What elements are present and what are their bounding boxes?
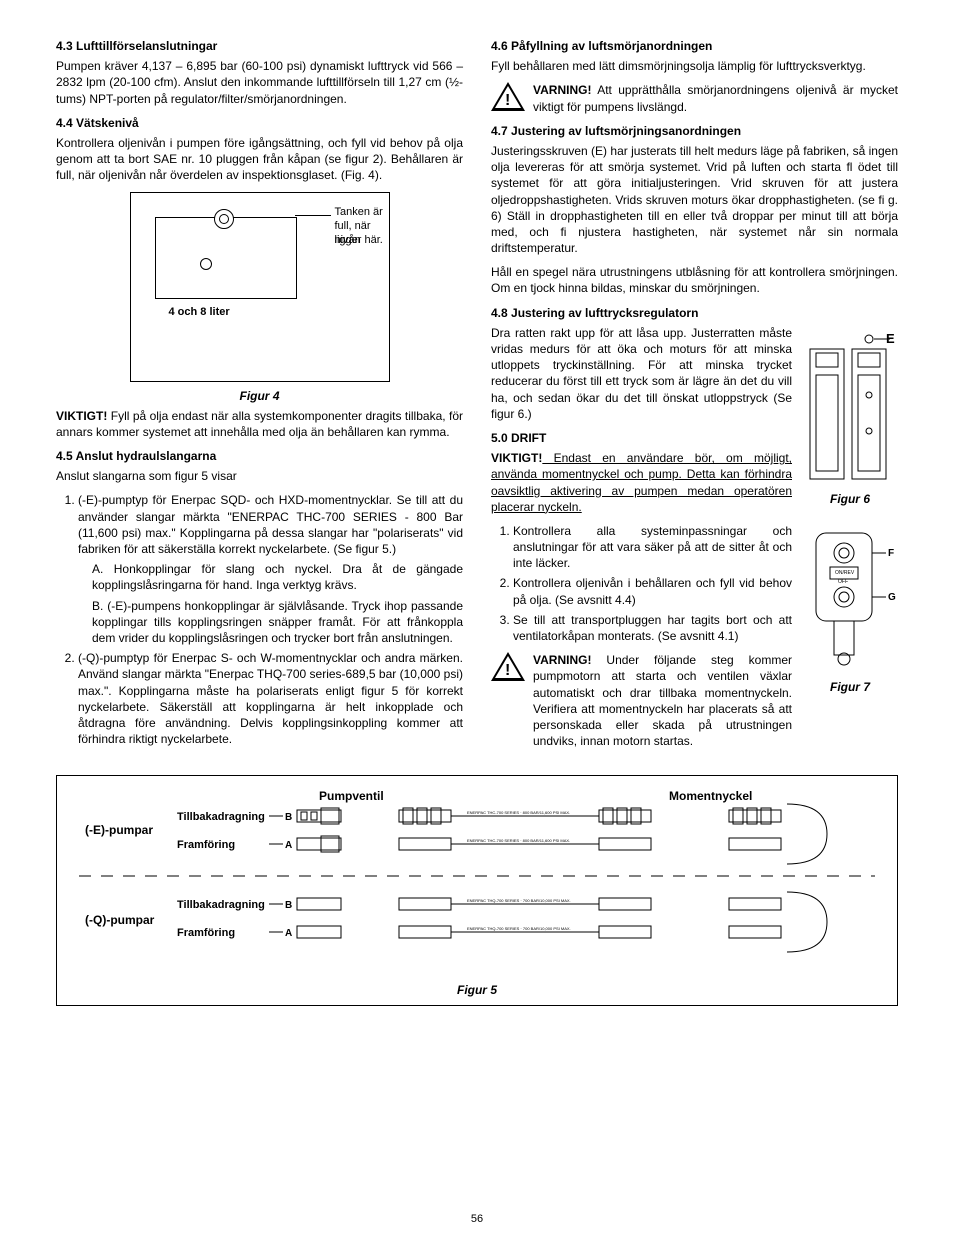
svg-text:Framföring: Framföring xyxy=(177,839,235,851)
two-column-layout: 4.3 Lufttillförselanslutningar Pumpen kr… xyxy=(56,32,898,757)
warning-icon: ! xyxy=(491,652,525,682)
sub-b-lead: B. xyxy=(92,599,107,613)
right-column: 4.6 Påfyllning av luftsmörjanordningen F… xyxy=(491,32,898,757)
figure-6: E Figur 6 xyxy=(802,327,898,507)
para-4-5-intro: Anslut slangarna som figur 5 visar xyxy=(56,468,463,484)
tank-outline xyxy=(155,217,297,299)
svg-text:ENERPAC THC-700 SERIES · 800 B: ENERPAC THC-700 SERIES · 800 BAR/11,600 … xyxy=(467,838,570,843)
list-item: (-Q)-pumptyp för Enerpac S- och W-moment… xyxy=(78,650,463,747)
svg-text:OFF: OFF xyxy=(838,579,848,585)
sub-a-body: Honkopplingar för slang och nyckel. Dra … xyxy=(92,562,463,592)
sublist: A. Honkopplingar för slang och nyckel. D… xyxy=(92,561,463,646)
figure-5-svg: Pumpventil Momentnyckel (-E)-pumpar Till… xyxy=(69,786,885,976)
li2-text: (-Q)-pumptyp för Enerpac S- och W-moment… xyxy=(78,651,463,746)
svg-text:ON/REV: ON/REV xyxy=(835,570,855,576)
heading-4-3: 4.3 Lufttillförselanslutningar xyxy=(56,38,463,54)
svg-text:Framföring: Framföring xyxy=(177,927,235,939)
figure-6-svg: E xyxy=(804,327,896,487)
sub-item-b: B. (-E)-pumpens honkopplingar är självlå… xyxy=(92,598,463,647)
svg-text:A: A xyxy=(285,928,292,939)
heading-4-5: 4.5 Anslut hydraulslangarna xyxy=(56,448,463,464)
heading-4-4: 4.4 Vätskenivå xyxy=(56,115,463,131)
figure-5-caption: Figur 5 xyxy=(69,982,885,998)
li1-text: (-E)-pumptyp för Enerpac SQD- och HXD-mo… xyxy=(78,493,463,556)
figure-7: ON/REV OFF F G Figur 7 xyxy=(802,525,898,695)
svg-text:(-E)-pumpar: (-E)-pumpar xyxy=(85,823,153,837)
sight-glass-icon xyxy=(200,258,212,270)
warning-body: Under följande steg kommer pumpmotorn at… xyxy=(533,653,792,748)
svg-text:(-Q)-pumpar: (-Q)-pumpar xyxy=(85,913,155,927)
heading-4-7: 4.7 Justering av luftsmörjningsanordning… xyxy=(491,123,898,139)
viktigt-50-lead: VIKTIGT! xyxy=(491,451,542,465)
svg-text:ENERPAC THQ-700 SERIES · 700 B: ENERPAC THQ-700 SERIES · 700 BAR/10,000 … xyxy=(467,898,571,903)
figure-4-caption: Figur 4 xyxy=(130,388,390,404)
fig7-label-g: G xyxy=(888,592,896,603)
viktigt-lead: VIKTIGT! xyxy=(56,409,107,423)
sub-a-lead: A. xyxy=(92,562,114,576)
heading-4-8: 4.8 Justering av lufttrycksregulatorn xyxy=(491,305,898,321)
leader-line xyxy=(295,215,331,216)
svg-text:ENERPAC THQ-700 SERIES · 700 B: ENERPAC THQ-700 SERIES · 700 BAR/10,000 … xyxy=(467,926,571,931)
para-4-6: Fyll behållaren med lätt dimsmörjningsol… xyxy=(491,58,898,74)
svg-text:B: B xyxy=(285,812,292,823)
warning-text: VARNING! Under följande steg kommer pump… xyxy=(533,652,792,749)
para-4-7-b: Håll en spegel nära utrustningens utblås… xyxy=(491,264,898,296)
warning-block-50: ! VARNING! Under följande steg kommer pu… xyxy=(491,652,792,749)
para-4-4: Kontrollera oljenivån i pumpen före igån… xyxy=(56,135,463,184)
svg-text:B: B xyxy=(285,900,292,911)
svg-text:Tillbakadragning: Tillbakadragning xyxy=(177,899,265,911)
figure-6-caption: Figur 6 xyxy=(802,491,898,507)
para-4-3: Pumpen kräver 4,137 – 6,895 bar (60-100 … xyxy=(56,58,463,107)
svg-text:Momentnyckel: Momentnyckel xyxy=(669,789,752,803)
warning-lead: VARNING! xyxy=(533,653,591,667)
fig4-note-line1: Tanken är xyxy=(335,205,383,219)
warning-text: VARNING! Att upprätthålla smörjanordning… xyxy=(533,82,898,114)
fig4-note-line3: ligger här. xyxy=(335,233,383,247)
figure-7-caption: Figur 7 xyxy=(802,679,898,695)
list-item: (-E)-pumptyp för Enerpac SQD- och HXD-mo… xyxy=(78,492,463,646)
viktigt-para: VIKTIGT! Fyll på olja endast när alla sy… xyxy=(56,408,463,440)
list-4-5: (-E)-pumptyp för Enerpac SQD- och HXD-mo… xyxy=(56,492,463,747)
sub-b-body: (-E)-pumpens honkopplingar är självlåsan… xyxy=(92,599,463,645)
sub-item-a: A. Honkopplingar för slang och nyckel. D… xyxy=(92,561,463,593)
figure-4: Tanken är full, när nivån ligger här. 4 … xyxy=(130,192,390,404)
fig4-bottom-label: 4 och 8 liter xyxy=(169,305,230,319)
heading-4-6: 4.6 Påfyllning av luftsmörjanordningen xyxy=(491,38,898,54)
left-column: 4.3 Lufttillförselanslutningar Pumpen kr… xyxy=(56,32,463,757)
para-4-7-a: Justeringsskruven (E) har justerats till… xyxy=(491,143,898,256)
warning-icon: ! xyxy=(491,82,525,112)
fig7-label-f: F xyxy=(888,548,894,559)
warning-lead: VARNING! xyxy=(533,83,591,97)
figure-7-svg: ON/REV OFF F G xyxy=(804,525,896,675)
fill-plug-icon xyxy=(214,209,234,229)
fig6-label-e: E xyxy=(886,331,895,346)
warning-block-46: ! VARNING! Att upprätthålla smörjanordni… xyxy=(491,82,898,114)
figure-5: Pumpventil Momentnyckel (-E)-pumpar Till… xyxy=(56,775,898,1005)
page-number: 56 xyxy=(0,1212,954,1227)
svg-text:Pumpventil: Pumpventil xyxy=(319,789,384,803)
page: 4.3 Lufttillförselanslutningar Pumpen kr… xyxy=(0,0,954,1235)
svg-text:Tillbakadragning: Tillbakadragning xyxy=(177,811,265,823)
svg-text:ENERPAC THC-700 SERIES · 800 B: ENERPAC THC-700 SERIES · 800 BAR/11,600 … xyxy=(467,810,570,815)
viktigt-body: Fyll på olja endast när alla systemkompo… xyxy=(56,409,463,439)
figure-4-box: Tanken är full, när nivån ligger här. 4 … xyxy=(130,192,390,382)
svg-text:A: A xyxy=(285,840,292,851)
